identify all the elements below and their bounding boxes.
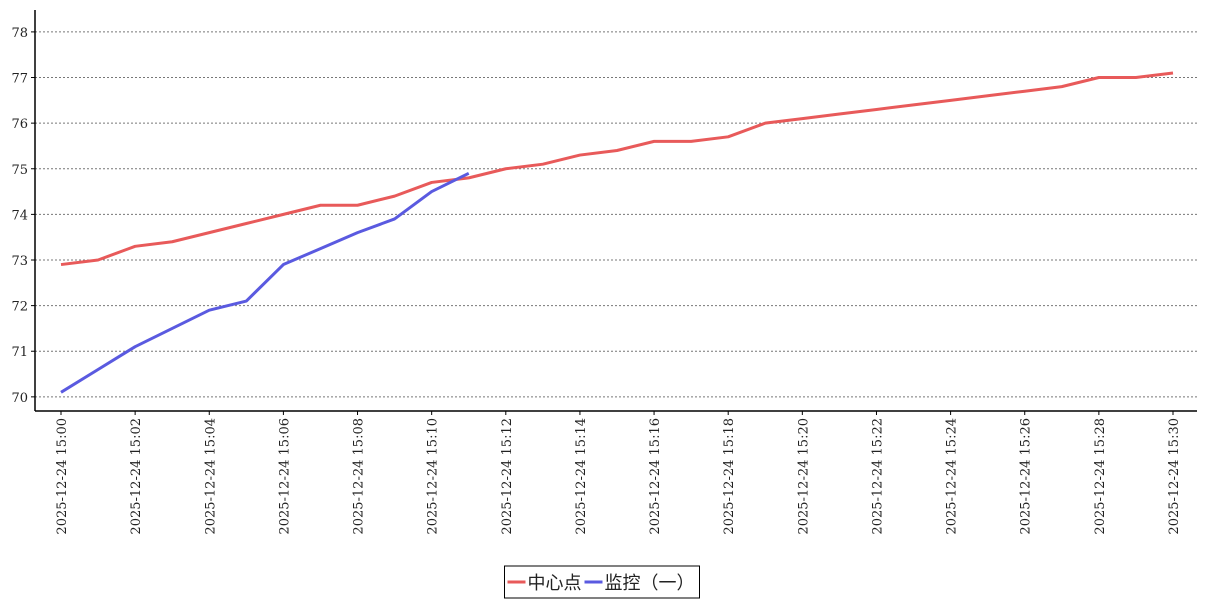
x-tick-label: 2025-12-24 15:08 xyxy=(352,418,367,535)
x-tick-label: 2025-12-24 15:00 xyxy=(55,418,70,535)
legend-label: 监控（一） xyxy=(605,573,695,594)
x-tick-label: 2025-12-24 15:10 xyxy=(426,418,441,535)
y-tick-label: 70 xyxy=(11,391,28,406)
x-tick-label: 2025-12-24 15:16 xyxy=(648,418,663,535)
x-tick-label: 2025-12-24 15:30 xyxy=(1167,418,1182,535)
x-tick-label: 2025-12-24 15:20 xyxy=(796,418,811,535)
x-tick-label: 2025-12-24 15:28 xyxy=(1093,418,1108,535)
y-tick-label: 73 xyxy=(11,254,28,269)
series-line xyxy=(60,171,470,394)
x-tick-label: 2025-12-24 15:04 xyxy=(203,418,218,535)
legend-box xyxy=(504,565,700,599)
x-tick-label: 2025-12-24 15:18 xyxy=(722,418,737,535)
y-tick-label: 78 xyxy=(11,26,28,41)
x-tick-label: 2025-12-24 15:12 xyxy=(500,418,515,535)
legend: 中心点 监控（一） xyxy=(504,565,700,599)
series-line xyxy=(60,71,1174,267)
x-tick-label: 2025-12-24 15:24 xyxy=(945,418,960,535)
x-tick-label: 2025-12-24 15:06 xyxy=(277,418,292,535)
y-tick-label: 77 xyxy=(11,72,28,87)
legend-label: 中心点 xyxy=(528,573,582,594)
y-tick-label: 71 xyxy=(11,345,28,360)
y-tick-label: 75 xyxy=(11,163,28,178)
y-tick-label: 76 xyxy=(11,117,28,132)
y-tick-label: 72 xyxy=(11,300,28,315)
x-tick-label: 2025-12-24 15:14 xyxy=(574,418,589,535)
x-tick-label: 2025-12-24 15:26 xyxy=(1019,418,1034,535)
x-tick-label: 2025-12-24 15:02 xyxy=(129,418,144,535)
y-tick-label: 74 xyxy=(11,208,28,223)
x-tick-label: 2025-12-24 15:22 xyxy=(870,418,885,535)
